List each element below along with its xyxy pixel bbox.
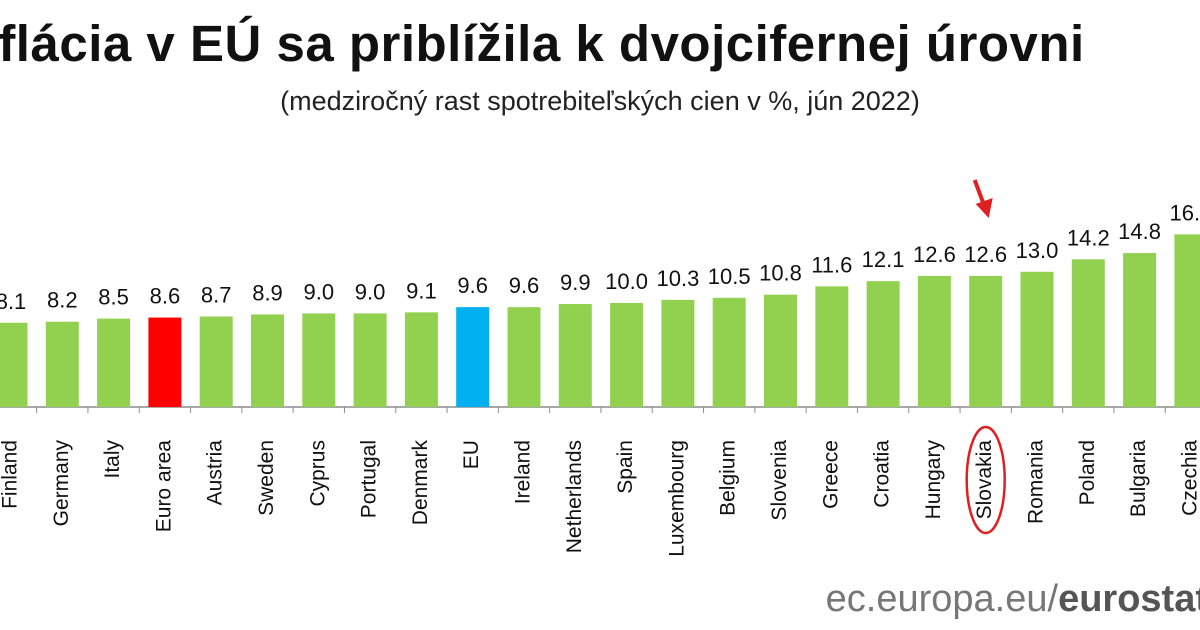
- bar-denmark: [404, 312, 438, 407]
- value-label-hungary: 12.6: [913, 242, 956, 267]
- category-label-greece: Greece: [819, 440, 842, 509]
- category-label-euro-area: Euro area: [152, 440, 175, 533]
- bar-ireland: [507, 307, 541, 407]
- category-label-spain: Spain: [614, 440, 637, 494]
- bar-netherlands: [558, 304, 592, 407]
- value-label-bulgaria: 14.8: [1118, 219, 1161, 244]
- source-bold: eurostat: [1058, 578, 1200, 620]
- chart-subtitle: (medziročný rast spotrebiteľských cien v…: [280, 86, 920, 116]
- category-label-sweden: Sweden: [255, 440, 278, 516]
- category-label-netherlands: Netherlands: [563, 440, 586, 553]
- bar-greece: [815, 286, 849, 407]
- bar-italy: [97, 318, 131, 407]
- value-label-croatia: 12.1: [862, 247, 905, 272]
- value-label-portugal: 9.0: [355, 279, 386, 304]
- bar-cyprus: [302, 313, 336, 407]
- bar-hungary: [917, 275, 951, 407]
- value-label-ireland: 9.6: [509, 273, 540, 298]
- category-label-ireland: Ireland: [512, 440, 535, 504]
- value-label-denmark: 9.1: [406, 278, 437, 303]
- category-label-slovakia: Slovakia: [973, 440, 996, 520]
- bar-czechia: [1174, 234, 1200, 407]
- value-label-italy: 8.5: [98, 285, 129, 310]
- value-label-euro-area: 8.6: [150, 284, 181, 309]
- bar-romania: [1020, 271, 1054, 407]
- category-label-croatia: Croatia: [871, 440, 894, 508]
- value-label-finland: 8.1: [0, 289, 26, 314]
- category-label-eu: EU: [460, 440, 483, 469]
- category-label-belgium: Belgium: [717, 440, 740, 516]
- bar-portugal: [353, 313, 387, 407]
- category-label-czechia: Czechia: [1178, 440, 1200, 516]
- category-label-finland: Finland: [0, 440, 22, 509]
- value-label-greece: 11.6: [811, 252, 852, 277]
- value-label-belgium: 10.5: [708, 264, 751, 289]
- bar-poland: [1071, 259, 1105, 407]
- category-label-cyprus: Cyprus: [306, 440, 329, 507]
- category-label-hungary: Hungary: [922, 440, 945, 520]
- category-label-germany: Germany: [50, 440, 73, 527]
- bar-croatia: [866, 281, 900, 407]
- category-label-denmark: Denmark: [409, 440, 432, 526]
- value-label-luxembourg: 10.3: [656, 266, 699, 291]
- value-label-slovakia: 12.6: [964, 242, 1007, 267]
- bar-spain: [610, 303, 644, 407]
- value-label-cyprus: 9.0: [304, 279, 335, 304]
- category-label-luxembourg: Luxembourg: [665, 440, 688, 557]
- category-label-portugal: Portugal: [358, 440, 381, 518]
- category-label-bulgaria: Bulgaria: [1127, 440, 1150, 517]
- highlight-arrow-head: [975, 198, 993, 218]
- value-label-netherlands: 9.9: [560, 270, 591, 295]
- value-label-austria: 8.7: [201, 283, 232, 308]
- source-credit: ec.europa.eu/eurostat: [826, 578, 1200, 621]
- value-label-eu: 9.6: [457, 273, 488, 298]
- bar-luxembourg: [661, 299, 695, 407]
- source-domain: ec.europa.eu/: [825, 578, 1059, 620]
- category-label-poland: Poland: [1076, 440, 1099, 505]
- bar-finland: [0, 322, 28, 407]
- value-label-germany: 8.2: [47, 288, 78, 313]
- bar-eu: [456, 307, 490, 407]
- category-label-austria: Austria: [204, 440, 227, 506]
- bar-slovenia: [764, 294, 797, 407]
- value-label-slovenia: 10.8: [759, 261, 802, 286]
- category-label-italy: Italy: [101, 440, 124, 479]
- category-label-romania: Romania: [1025, 440, 1048, 524]
- bar-belgium: [712, 297, 746, 407]
- chart-title: Inflácia v EÚ sa priblížila k dvojcifern…: [0, 15, 1085, 72]
- highlight-ellipse: [965, 425, 1006, 535]
- bar-bulgaria: [1123, 253, 1157, 407]
- bar-sweden: [251, 314, 284, 407]
- value-label-spain: 10.0: [605, 269, 648, 294]
- value-label-sweden: 8.9: [252, 280, 283, 305]
- bar-slovakia: [969, 275, 1003, 407]
- value-label-czechia: 16.6: [1169, 200, 1200, 225]
- category-label-slovenia: Slovenia: [768, 440, 791, 521]
- bar-austria: [199, 316, 233, 407]
- bar-germany: [45, 321, 79, 407]
- value-label-poland: 14.2: [1067, 225, 1110, 250]
- bar-euro-area: [148, 317, 182, 407]
- value-label-romania: 13.0: [1016, 238, 1059, 263]
